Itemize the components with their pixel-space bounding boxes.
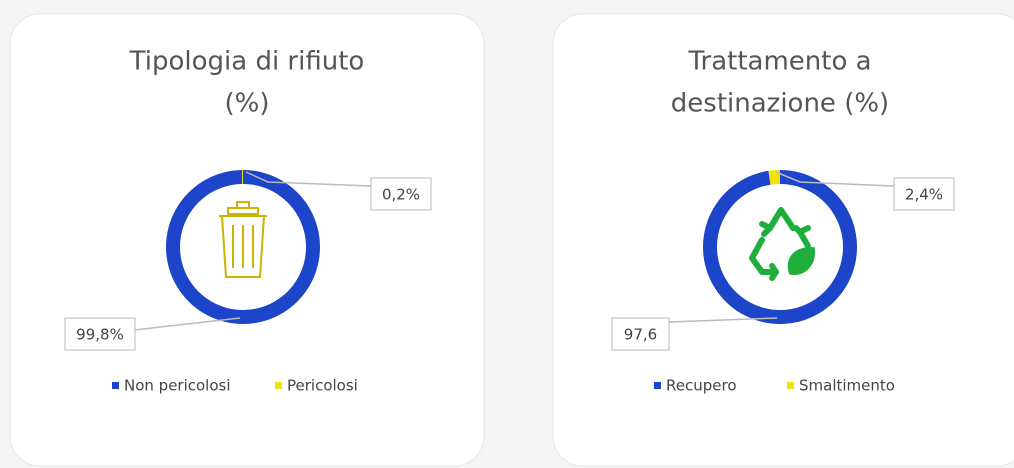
label-box — [64, 317, 136, 351]
legend-label: Non pericolosi — [124, 377, 231, 395]
donut-segment — [242, 170, 243, 185]
label-box — [370, 177, 432, 211]
leader-line — [245, 171, 372, 187]
legend-label: Smaltimento — [799, 377, 895, 395]
donut-segment — [768, 170, 780, 185]
leader-line — [775, 171, 895, 187]
label-box — [611, 317, 670, 351]
chart-title: Tipologia di rifiuto — [129, 47, 365, 77]
data-label: 2,4% — [905, 186, 943, 204]
data-label: 97,6 — [624, 326, 657, 344]
card — [9, 13, 485, 467]
label-box — [893, 177, 955, 211]
leaf-icon — [787, 247, 815, 275]
leader-line — [133, 317, 241, 331]
legend-swatch — [654, 382, 661, 389]
legend-swatch — [112, 382, 119, 389]
data-label: 99,8% — [76, 326, 124, 344]
trash-icon — [219, 201, 267, 278]
leader-line — [668, 317, 778, 323]
data-label: 0,2% — [382, 186, 420, 204]
legend-label: Pericolosi — [287, 377, 358, 395]
card — [552, 13, 1014, 467]
legend-swatch — [275, 382, 282, 389]
recycle-icon — [749, 207, 811, 281]
chart-title: destinazione (%) — [671, 89, 889, 119]
legend-label: Recupero — [666, 377, 737, 395]
legend-swatch — [787, 382, 794, 389]
chart-title: (%) — [225, 89, 270, 119]
chart-title: Trattamento a — [687, 47, 871, 77]
